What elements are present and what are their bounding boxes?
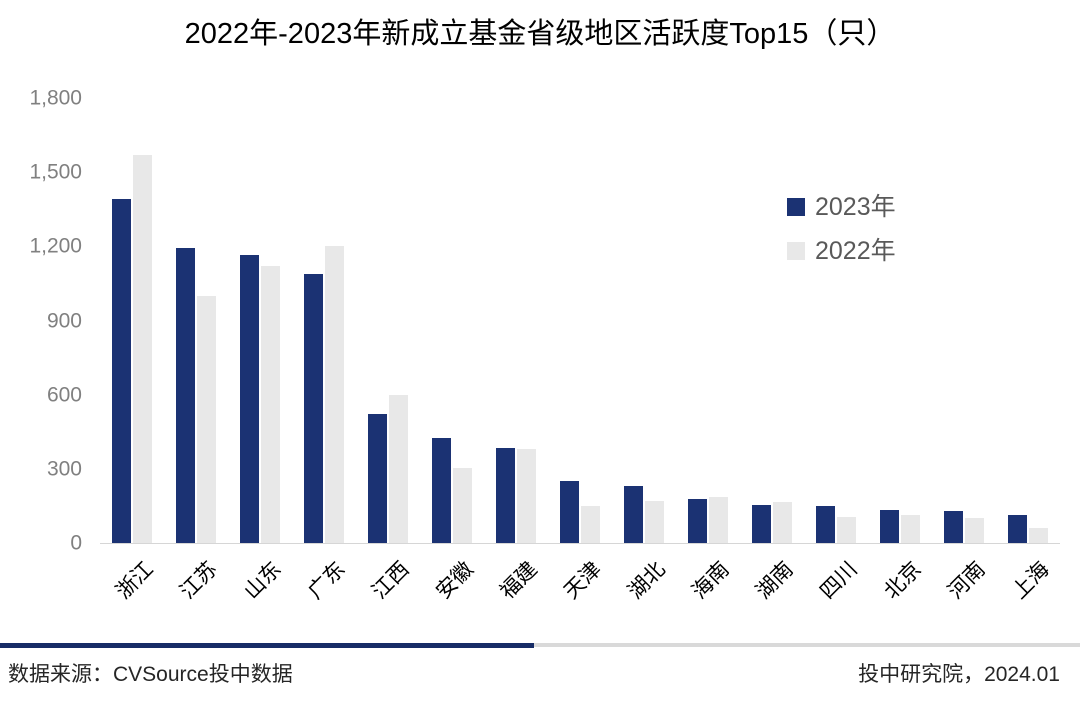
x-axis-label: 浙江 (111, 557, 158, 604)
x-axis-label: 天津 (559, 557, 606, 604)
chart-title: 2022年-2023年新成立基金省级地区活跃度Top15（只） (184, 18, 896, 50)
credit-label: 投中研究院，2024.01 (858, 663, 1060, 686)
bar-group (740, 98, 804, 543)
x-axis-label: 湖南 (751, 557, 798, 604)
divider-accent-bar (0, 643, 534, 648)
bar-2022 (197, 295, 216, 543)
bar-group (164, 98, 228, 543)
x-axis-labels: 浙江 江苏 山东 广东 江西 安徽 福建 天津 湖北 海南 湖南 四川 北京 河南 上海 (100, 554, 1060, 629)
bar-2022 (453, 467, 472, 543)
plot-area (100, 98, 1060, 544)
bar-2023 (496, 447, 515, 543)
bar-2022 (325, 246, 344, 543)
x-axis-label: 河南 (943, 557, 990, 604)
bar-2023 (880, 509, 899, 543)
x-axis-label: 海南 (687, 557, 734, 604)
bar-2022 (389, 394, 408, 543)
x-axis-label: 广东 (303, 557, 350, 604)
bar-2023 (240, 255, 259, 543)
bar-group (100, 98, 164, 543)
x-axis-label: 四川 (815, 557, 862, 604)
divider-light-bar (534, 643, 1080, 647)
bar-2022 (901, 514, 920, 543)
bar-2022 (965, 518, 984, 543)
bar-2022 (517, 449, 536, 543)
data-source-label: 数据来源：CVSource投中数据 (8, 663, 293, 686)
legend-swatch-icon (787, 242, 805, 260)
x-axis-label: 福建 (495, 557, 542, 604)
bar-2023 (752, 504, 771, 543)
x-axis-line (100, 543, 1060, 544)
bar-2022 (645, 500, 664, 543)
legend-item-2022: 2022年 (787, 236, 896, 266)
bar-group (932, 98, 996, 543)
y-tick-label: 1,500 (29, 160, 82, 184)
bar-group (804, 98, 868, 543)
y-tick-label: 1,200 (29, 234, 82, 258)
bar-group (548, 98, 612, 543)
bar-2022 (773, 502, 792, 543)
legend-label: 2022年 (815, 237, 896, 265)
bar-2023 (112, 199, 131, 543)
x-axis-label: 湖北 (623, 557, 670, 604)
bar-2022 (261, 266, 280, 543)
legend-label: 2023年 (815, 193, 896, 221)
bar-2023 (816, 505, 835, 543)
bar-group (676, 98, 740, 543)
bar-2023 (304, 273, 323, 543)
bar-2023 (624, 486, 643, 543)
x-axis-label: 北京 (879, 557, 926, 604)
x-axis-label: 上海 (1007, 557, 1054, 604)
bar-2023 (368, 414, 387, 543)
x-axis-label: 山东 (239, 557, 286, 604)
bar-2023 (944, 510, 963, 543)
y-tick-label: 0 (70, 531, 82, 555)
bar-2022 (133, 154, 152, 543)
bar-group (228, 98, 292, 543)
bar-group (356, 98, 420, 543)
y-tick-label: 1,800 (29, 86, 82, 110)
x-axis-label: 安徽 (431, 557, 478, 604)
x-axis-label: 江苏 (175, 557, 222, 604)
bar-group (868, 98, 932, 543)
legend-item-2023: 2023年 (787, 192, 896, 222)
bar-group (612, 98, 676, 543)
bar-2022 (581, 505, 600, 543)
legend: 2023年 2022年 (787, 192, 896, 266)
bar-group (420, 98, 484, 543)
bar-2022 (837, 517, 856, 543)
bar-2022 (1029, 528, 1048, 543)
x-axis-label: 江西 (367, 557, 414, 604)
y-axis-ticks: 0 300 600 900 1,200 1,500 1,800 (0, 88, 82, 554)
bar-2023 (1008, 514, 1027, 543)
bar-group (292, 98, 356, 543)
footer: 数据来源：CVSource投中数据 投中研究院，2024.01 (8, 658, 1060, 688)
bar-group (996, 98, 1060, 543)
bar-2023 (432, 437, 451, 543)
bar-2023 (560, 481, 579, 543)
bar-group (484, 98, 548, 543)
bar-2022 (709, 497, 728, 543)
legend-swatch-icon (787, 198, 805, 216)
y-tick-label: 900 (46, 309, 82, 332)
bar-2023 (688, 498, 707, 543)
bar-2023 (176, 247, 195, 543)
y-tick-label: 300 (46, 457, 82, 481)
footer-divider (0, 643, 1080, 649)
y-tick-label: 600 (46, 383, 82, 407)
